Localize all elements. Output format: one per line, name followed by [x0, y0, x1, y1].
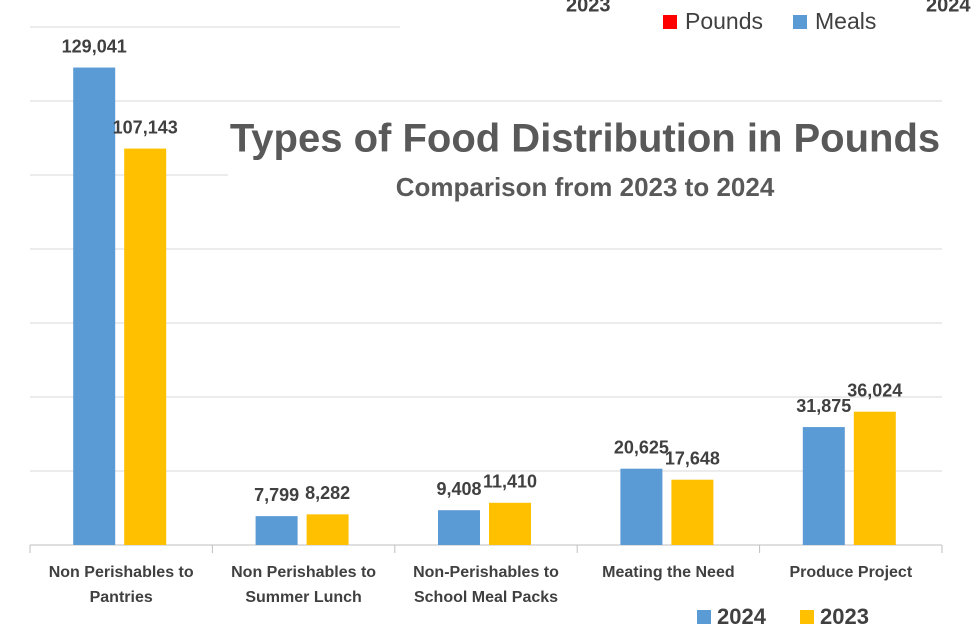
- bar: [671, 479, 714, 545]
- data-label: 17,648: [665, 448, 720, 468]
- legend-label: Pounds: [685, 8, 763, 34]
- data-label: 8,282: [305, 483, 350, 503]
- x-tick-label: Meating the Need: [602, 564, 735, 581]
- data-label: 7,799: [254, 485, 299, 505]
- data-label: 129,041: [62, 36, 127, 56]
- data-label: 20,625: [614, 437, 669, 457]
- bar: [73, 67, 116, 545]
- x-tick-label: Produce Project: [789, 564, 913, 581]
- data-label: 9,408: [436, 479, 481, 499]
- bar: [853, 411, 896, 545]
- legend-label: Meals: [815, 8, 876, 34]
- legend-swatch: [793, 15, 807, 29]
- bar: [620, 468, 663, 545]
- bar: [255, 516, 298, 545]
- bar: [489, 502, 531, 545]
- top-label: 2023: [566, 0, 611, 16]
- chart-title: Types of Food Distribution in Pounds: [230, 117, 940, 161]
- data-label: 107,143: [113, 117, 178, 137]
- bar: [124, 148, 167, 545]
- legend-swatch: [800, 610, 814, 624]
- bar: [438, 510, 480, 545]
- legend-label: 2023: [820, 604, 869, 629]
- legend-swatch: [697, 610, 711, 624]
- top-legend-background: [400, 0, 976, 40]
- x-tick-label: Non Perishables to Summer Lunch: [231, 564, 377, 606]
- data-label: 31,875: [796, 396, 851, 416]
- data-label: 36,024: [847, 380, 902, 400]
- title-background: [228, 108, 942, 212]
- chart-subtitle: Comparison from 2023 to 2024: [396, 172, 775, 202]
- x-tick-label: Non-Perishables to School Meal Packs: [413, 564, 559, 606]
- bar: [306, 514, 349, 545]
- x-tick-label: Non Perishables to Pantries: [48, 564, 194, 606]
- top-label: 2024: [926, 0, 971, 16]
- bar: [802, 427, 845, 545]
- legend-swatch: [663, 15, 677, 29]
- legend-label: 2024: [717, 604, 767, 629]
- data-label: 11,410: [483, 472, 537, 492]
